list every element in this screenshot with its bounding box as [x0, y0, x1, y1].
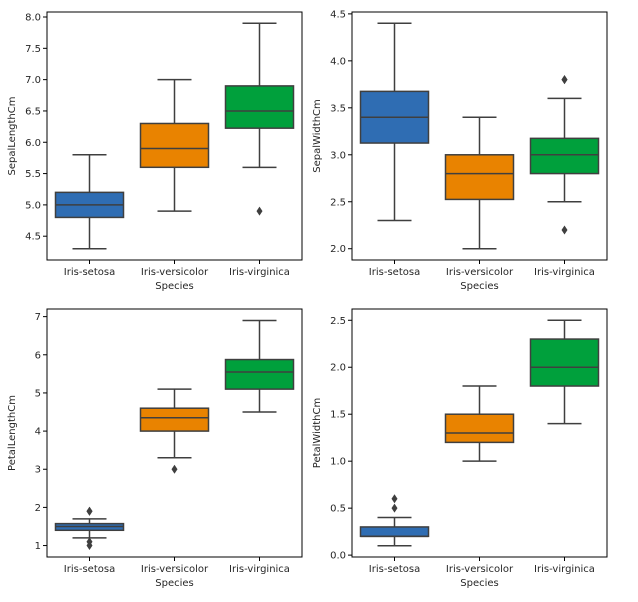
y-tick-label: 6 [35, 350, 41, 361]
box-iris-versicolor [139, 407, 210, 432]
x-tick-label: Iris-virginica [534, 267, 595, 278]
box-iris-versicolor [444, 413, 515, 444]
y-tick-label: 3.0 [330, 150, 346, 161]
y-tick-label: 0.0 [330, 551, 346, 562]
y-tick-label: 0.5 [330, 504, 346, 515]
subplot-sepal-width: 2.0 2.5 3.0 3.5 4.0 4.5 Iris-setosa Iris-versic… [312, 9, 608, 292]
y-axis-label: SepalWidthCm [312, 99, 323, 173]
y-tick-label: 7 [35, 312, 41, 323]
outlier-point [391, 494, 398, 504]
x-tick-label: Iris-virginica [229, 564, 290, 575]
x-tick-label: Iris-setosa [64, 564, 115, 575]
x-tick-label: Iris-virginica [534, 564, 595, 575]
y-tick-label: 5.0 [25, 200, 41, 211]
y-axis-label: PetalWidthCm [312, 398, 323, 468]
y-tick-label: 7.5 [25, 44, 41, 55]
y-tick-label: 2.5 [330, 316, 346, 327]
box-iris-setosa [359, 526, 430, 538]
y-tick-label: 1 [35, 541, 41, 552]
y-tick-label: 2.0 [330, 363, 346, 374]
y-axis-label: SepalLengthCm [7, 97, 18, 176]
y-tick-label: 4.0 [330, 56, 346, 67]
outlier-point [391, 503, 398, 513]
y-tick-label: 3.5 [330, 103, 346, 114]
y-tick-label: 6.0 [25, 138, 41, 149]
x-tick-label: Iris-versicolor [446, 267, 514, 278]
outlier-point [561, 225, 568, 235]
y-tick-label: 4.5 [330, 9, 346, 20]
x-axis-label: Species [460, 578, 499, 589]
box-iris-versicolor [444, 154, 515, 201]
x-axis-label: Species [155, 281, 194, 292]
y-tick-label: 4.5 [25, 232, 41, 243]
x-tick-label: Iris-versicolor [446, 564, 514, 575]
y-tick-label: 7.0 [25, 75, 41, 86]
y-tick-label: 2.5 [330, 197, 346, 208]
outlier-point [86, 541, 93, 551]
y-tick-label: 5.5 [25, 169, 41, 180]
y-tick-label: 1.0 [330, 457, 346, 468]
y-tick-label: 5 [35, 388, 41, 399]
box-iris-versicolor [139, 122, 210, 169]
box-iris-virginica [529, 137, 600, 175]
outlier-point [256, 206, 263, 216]
y-tick-label: 2.0 [330, 244, 346, 255]
x-axis-label: Species [155, 578, 194, 589]
y-tick-label: 6.5 [25, 106, 41, 117]
box-iris-virginica [224, 85, 295, 129]
y-tick-label: 1.5 [330, 410, 346, 421]
y-tick-label: 8.0 [25, 13, 41, 24]
box-iris-virginica [529, 338, 600, 387]
x-axis-label: Species [460, 281, 499, 292]
x-tick-label: Iris-setosa [369, 267, 420, 278]
subplot-petal-length: 1 2 3 4 5 6 7 Iris-setosa Iris-versicolor Iris-vi… [7, 308, 303, 589]
y-axis-label: PetalLengthCm [7, 395, 18, 471]
x-tick-label: Iris-versicolor [141, 564, 209, 575]
outlier-point [561, 75, 568, 85]
y-tick-label: 4 [35, 427, 41, 438]
subplot-sepal-length: 4.5 5.0 5.5 6.0 6.5 7.0 7.5 8.0 Iris-setosa Iris-… [7, 11, 303, 292]
subplot-petal-width: 0.0 0.5 1.0 1.5 2.0 2.5 Iris-setosa Iris-versic… [312, 308, 608, 589]
x-tick-label: Iris-versicolor [141, 267, 209, 278]
x-tick-label: Iris-setosa [369, 564, 420, 575]
y-tick-label: 3 [35, 465, 41, 476]
outlier-point [86, 506, 93, 516]
y-tick-label: 2 [35, 503, 41, 514]
x-tick-label: Iris-setosa [64, 267, 115, 278]
x-tick-label: Iris-virginica [229, 267, 290, 278]
box-iris-virginica [224, 358, 295, 390]
outlier-point [171, 464, 178, 474]
